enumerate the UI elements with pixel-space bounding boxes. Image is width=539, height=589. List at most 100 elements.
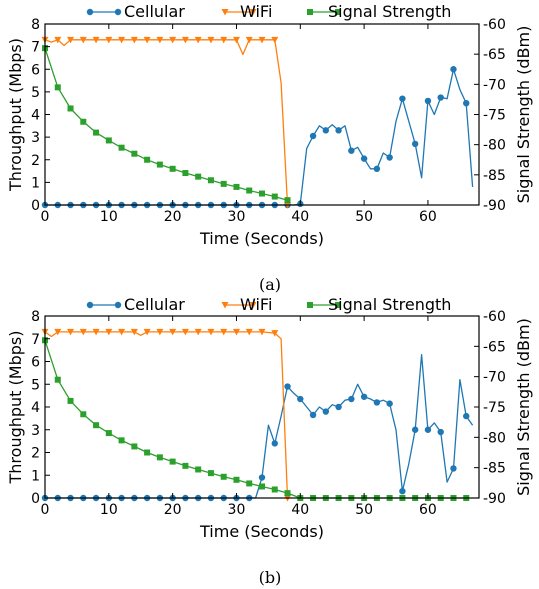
y2-axis-label: Signal Strength (dBm) bbox=[514, 318, 533, 496]
legend-marker bbox=[86, 8, 94, 16]
data-point bbox=[246, 480, 253, 487]
data-point bbox=[181, 328, 189, 336]
data-point bbox=[67, 105, 74, 112]
data-point bbox=[399, 487, 406, 495]
y2-tick-label: -60 bbox=[483, 309, 506, 325]
data-point bbox=[348, 147, 355, 154]
data-point bbox=[411, 426, 419, 433]
data-point bbox=[284, 490, 291, 497]
y-tick-label: 4 bbox=[31, 400, 40, 416]
data-point bbox=[297, 395, 304, 403]
series-wifi bbox=[41, 36, 292, 209]
y2-tick-label: -65 bbox=[483, 47, 506, 63]
series-cellular bbox=[41, 66, 474, 209]
data-point bbox=[169, 165, 176, 172]
data-point bbox=[220, 36, 228, 44]
x-tick-label: 0 bbox=[41, 209, 50, 225]
data-point bbox=[118, 437, 125, 444]
x-tick-label: 10 bbox=[100, 209, 118, 225]
data-point bbox=[131, 150, 138, 157]
data-point bbox=[245, 328, 253, 336]
data-point bbox=[80, 118, 87, 125]
legend-item: Cellular bbox=[86, 2, 185, 21]
data-point bbox=[271, 193, 278, 200]
data-point bbox=[93, 129, 100, 136]
legend-label: Signal Strength bbox=[328, 2, 451, 21]
data-point bbox=[233, 183, 240, 190]
legend-marker bbox=[335, 9, 341, 15]
series-line bbox=[44, 340, 467, 499]
data-point bbox=[182, 170, 189, 177]
data-point bbox=[284, 383, 291, 390]
legend: Cellular WiFi Signal Strength bbox=[86, 2, 451, 21]
x-tick-label: 20 bbox=[164, 209, 182, 225]
data-point bbox=[143, 328, 151, 336]
legend-item: WiFi bbox=[221, 295, 272, 314]
data-point bbox=[207, 470, 214, 477]
y2-tick-label: -65 bbox=[483, 339, 506, 355]
data-point bbox=[220, 473, 227, 480]
data-point bbox=[232, 36, 240, 44]
legend: Cellular WiFi Signal Strength bbox=[86, 295, 451, 314]
data-point bbox=[437, 94, 444, 101]
x-tick-label: 0 bbox=[41, 502, 50, 518]
y-tick-label: 2 bbox=[31, 153, 40, 169]
y2-tick-label: -85 bbox=[483, 168, 506, 184]
data-point bbox=[156, 328, 164, 336]
data-point bbox=[105, 430, 112, 437]
data-point bbox=[322, 127, 330, 134]
data-point bbox=[348, 395, 355, 403]
data-point bbox=[258, 328, 266, 336]
data-point bbox=[54, 36, 62, 44]
data-point bbox=[67, 328, 75, 336]
y2-tick-label: -80 bbox=[483, 430, 506, 446]
legend-label: Signal Strength bbox=[328, 295, 451, 314]
data-point bbox=[182, 462, 189, 469]
y-axis-label: Throughput (Mbps) bbox=[6, 331, 25, 485]
y-tick-label: 6 bbox=[31, 355, 40, 371]
y-tick-label: 6 bbox=[31, 62, 40, 78]
data-point bbox=[156, 454, 163, 461]
y-tick-label: 0 bbox=[31, 491, 40, 507]
y2-tick-label: -80 bbox=[483, 138, 506, 154]
legend-marker bbox=[307, 9, 313, 15]
x-tick-label: 40 bbox=[291, 502, 309, 518]
y-tick-label: 3 bbox=[31, 423, 40, 439]
data-point bbox=[169, 458, 176, 465]
data-point bbox=[79, 328, 87, 336]
data-point bbox=[207, 328, 215, 336]
data-point bbox=[246, 187, 253, 194]
data-point bbox=[386, 154, 393, 161]
data-point bbox=[450, 465, 457, 472]
x-tick-label: 10 bbox=[100, 502, 118, 518]
x-tick-label: 40 bbox=[291, 209, 309, 225]
data-point bbox=[284, 197, 291, 204]
y-tick-label: 2 bbox=[31, 446, 40, 462]
data-point bbox=[233, 476, 240, 483]
data-point bbox=[67, 397, 74, 404]
legend-label: Cellular bbox=[124, 2, 185, 21]
series-signal-strength bbox=[42, 45, 291, 204]
legend-marker bbox=[335, 302, 341, 308]
data-point bbox=[79, 36, 87, 44]
data-point bbox=[105, 137, 112, 144]
data-point bbox=[80, 411, 87, 418]
data-point bbox=[118, 328, 126, 336]
figure-caption: (b) bbox=[259, 568, 282, 587]
y2-tick-label: -75 bbox=[483, 400, 506, 416]
data-point bbox=[156, 36, 164, 44]
data-point bbox=[130, 36, 138, 44]
data-point bbox=[258, 474, 266, 481]
y2-axis-label: Signal Strength (dBm) bbox=[514, 26, 533, 204]
y-tick-label: 8 bbox=[31, 17, 40, 33]
y2-tick-label: -85 bbox=[483, 461, 506, 477]
data-point bbox=[169, 36, 177, 44]
legend-marker bbox=[221, 302, 229, 309]
x-axis-label: Time (Seconds) bbox=[199, 522, 324, 541]
data-point bbox=[271, 440, 278, 447]
data-point bbox=[194, 36, 202, 44]
data-point bbox=[195, 173, 202, 180]
y-tick-label: 4 bbox=[31, 108, 40, 124]
data-point bbox=[92, 328, 100, 336]
data-point bbox=[309, 411, 317, 419]
